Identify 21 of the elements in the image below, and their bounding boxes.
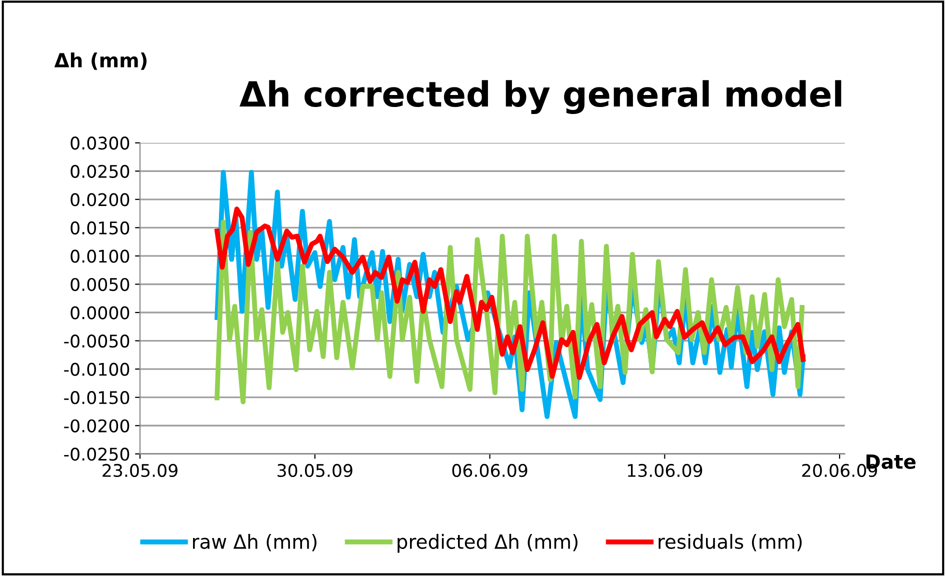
y-tick-label: -0.0150 [64, 391, 130, 404]
y-tick-label: 0.0200 [70, 193, 130, 206]
y-tick-label: 0.0050 [70, 278, 130, 292]
y-tick-label: -0.0200 [64, 419, 130, 432]
y-tick-label: -0.0250 [64, 448, 130, 461]
x-tick-label: 06.06.09 [452, 464, 528, 478]
legend-label: residuals (mm) [658, 534, 802, 552]
y-tick-label: 0.0000 [70, 306, 130, 320]
y-tick-label: -0.0050 [64, 334, 130, 348]
x-tick-label: 23.05.09 [102, 464, 178, 478]
x-tick-label: 30.05.09 [278, 464, 352, 478]
chart-title: Δh corrected by general model [240, 80, 842, 114]
y-tick-label: 0.0100 [70, 250, 130, 263]
y-tick-label: 0.0250 [70, 164, 130, 178]
y-tick-label: 0.0150 [70, 221, 130, 235]
y-tick-label: 0.0300 [70, 136, 130, 150]
y-tick-label: -0.0100 [64, 362, 130, 376]
legend-label: raw Δh (mm) [193, 534, 316, 552]
x-tick-label: 13.06.09 [628, 464, 702, 478]
legend-label: predicted Δh (mm) [398, 534, 578, 553]
y-axis-title: Δh (mm) [54, 52, 147, 70]
